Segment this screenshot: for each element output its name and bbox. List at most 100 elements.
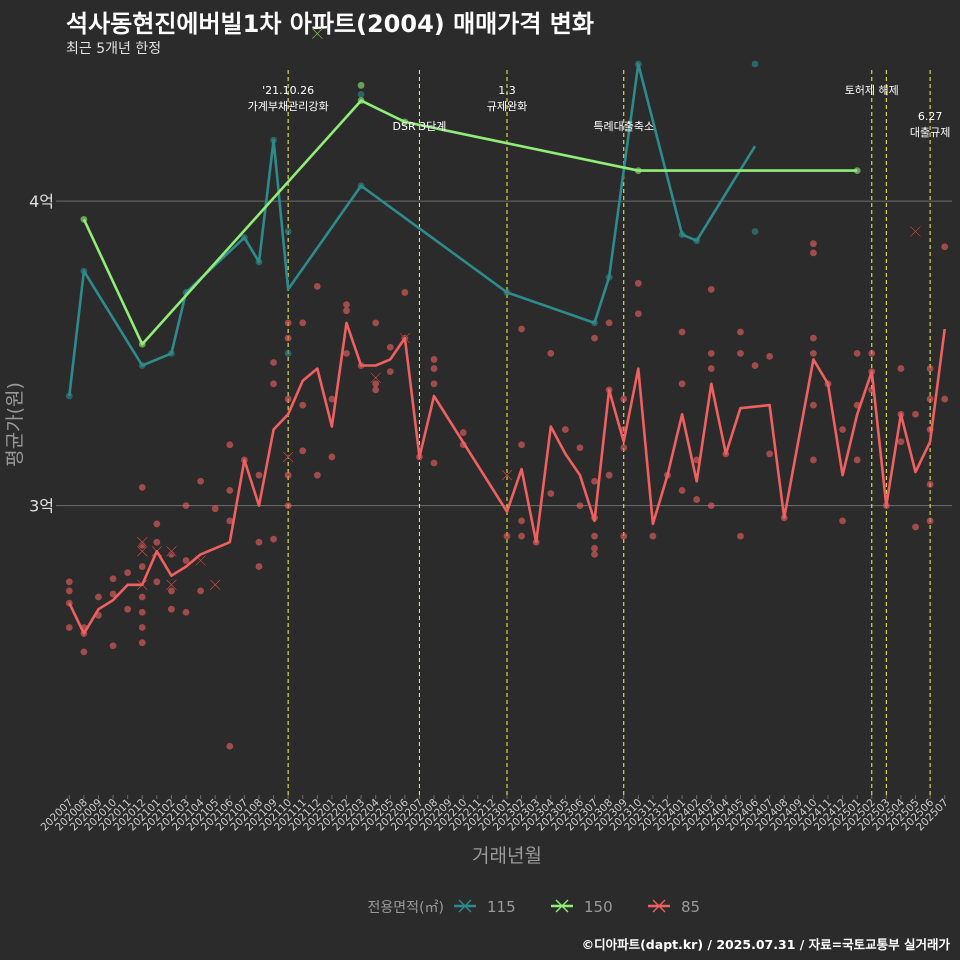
series-line [68, 62, 757, 397]
data-point [65, 624, 73, 631]
data-point [809, 249, 817, 257]
data-point [357, 91, 365, 98]
legend-title: 전용면적(㎡) [368, 900, 444, 916]
data-point [591, 532, 598, 540]
data-point [605, 319, 613, 327]
data-point [138, 593, 146, 601]
data-point [65, 578, 73, 586]
series-115 [65, 60, 759, 400]
data-point [182, 502, 190, 510]
data-point [707, 349, 715, 357]
data-point [707, 365, 715, 372]
data-point [678, 380, 686, 388]
cross-marker-fill [136, 536, 148, 548]
data-point [430, 459, 438, 467]
data-point [576, 444, 584, 452]
data-point [138, 624, 146, 631]
data-point [547, 490, 555, 497]
data-point [766, 353, 774, 360]
data-point [313, 282, 321, 290]
data-point [138, 608, 146, 616]
event-label: 규제완화 [487, 100, 527, 113]
legend-key-cross [652, 899, 666, 913]
data-point [168, 605, 175, 613]
data-point [518, 441, 525, 449]
data-point [153, 520, 161, 528]
data-point [737, 328, 744, 336]
data-point [255, 538, 263, 546]
data-point [270, 359, 277, 366]
data-point [503, 532, 511, 540]
data-point [284, 349, 292, 357]
data-point [299, 447, 307, 455]
data-point [124, 605, 132, 613]
data-point [226, 487, 234, 494]
data-point [299, 319, 307, 327]
data-point [620, 444, 628, 452]
series-85 [65, 226, 949, 750]
series-150 [80, 28, 861, 348]
data-point [80, 648, 88, 656]
data-point [809, 401, 817, 409]
data-point [649, 532, 657, 540]
data-point [605, 471, 613, 479]
data-point [620, 532, 628, 540]
data-point [518, 325, 525, 333]
event-label: 토허제 해제 [845, 83, 899, 97]
event-label: '21.10.26 [262, 84, 314, 97]
data-point [707, 502, 715, 510]
data-point [941, 243, 949, 251]
data-point [576, 502, 584, 510]
data-point [153, 538, 161, 546]
cross-marker-fill [312, 28, 323, 39]
data-point [547, 349, 555, 357]
data-point [809, 349, 817, 357]
chart-subtitle: 최근 5개년 한정 [66, 41, 162, 57]
data-point [941, 395, 949, 403]
data-point [839, 426, 846, 433]
data-point [751, 228, 759, 235]
data-point [372, 380, 380, 388]
data-point [926, 517, 934, 525]
data-point [372, 319, 380, 327]
data-point [372, 386, 380, 394]
data-point [561, 426, 569, 433]
data-point [95, 593, 102, 601]
data-point [138, 563, 146, 570]
cross-marker-fill [501, 469, 513, 481]
data-point [226, 441, 234, 449]
data-point [284, 334, 292, 342]
data-point [255, 471, 263, 479]
data-point [401, 289, 409, 296]
series-line [82, 99, 858, 346]
data-point [591, 544, 598, 552]
data-point [459, 429, 467, 436]
data-point [737, 532, 744, 540]
data-point [226, 517, 234, 525]
data-point [182, 608, 190, 616]
data-point [182, 557, 190, 564]
credit-text: ©디아파트(dapt.kr) / 2025.07.31 / 자료=국토교통부 실… [581, 937, 950, 952]
data-point [897, 365, 905, 372]
event-label: 1.3 [498, 84, 516, 97]
data-point [328, 453, 336, 461]
data-point [138, 639, 146, 647]
data-point [751, 362, 759, 369]
y-tick-label: 3억 [29, 497, 54, 516]
data-point [197, 477, 205, 485]
cross-marker-fill [910, 226, 921, 237]
data-point [678, 487, 686, 494]
data-point [751, 60, 759, 68]
data-point [693, 496, 701, 503]
cross-marker-fill [370, 372, 381, 384]
data-point [634, 310, 642, 318]
cross-marker-fill [166, 579, 177, 591]
data-point [766, 450, 774, 458]
data-point [912, 523, 919, 531]
data-point [270, 380, 277, 388]
data-point [65, 587, 73, 595]
data-point [211, 505, 219, 513]
data-point [853, 456, 861, 464]
legend-key-cross [555, 899, 569, 913]
